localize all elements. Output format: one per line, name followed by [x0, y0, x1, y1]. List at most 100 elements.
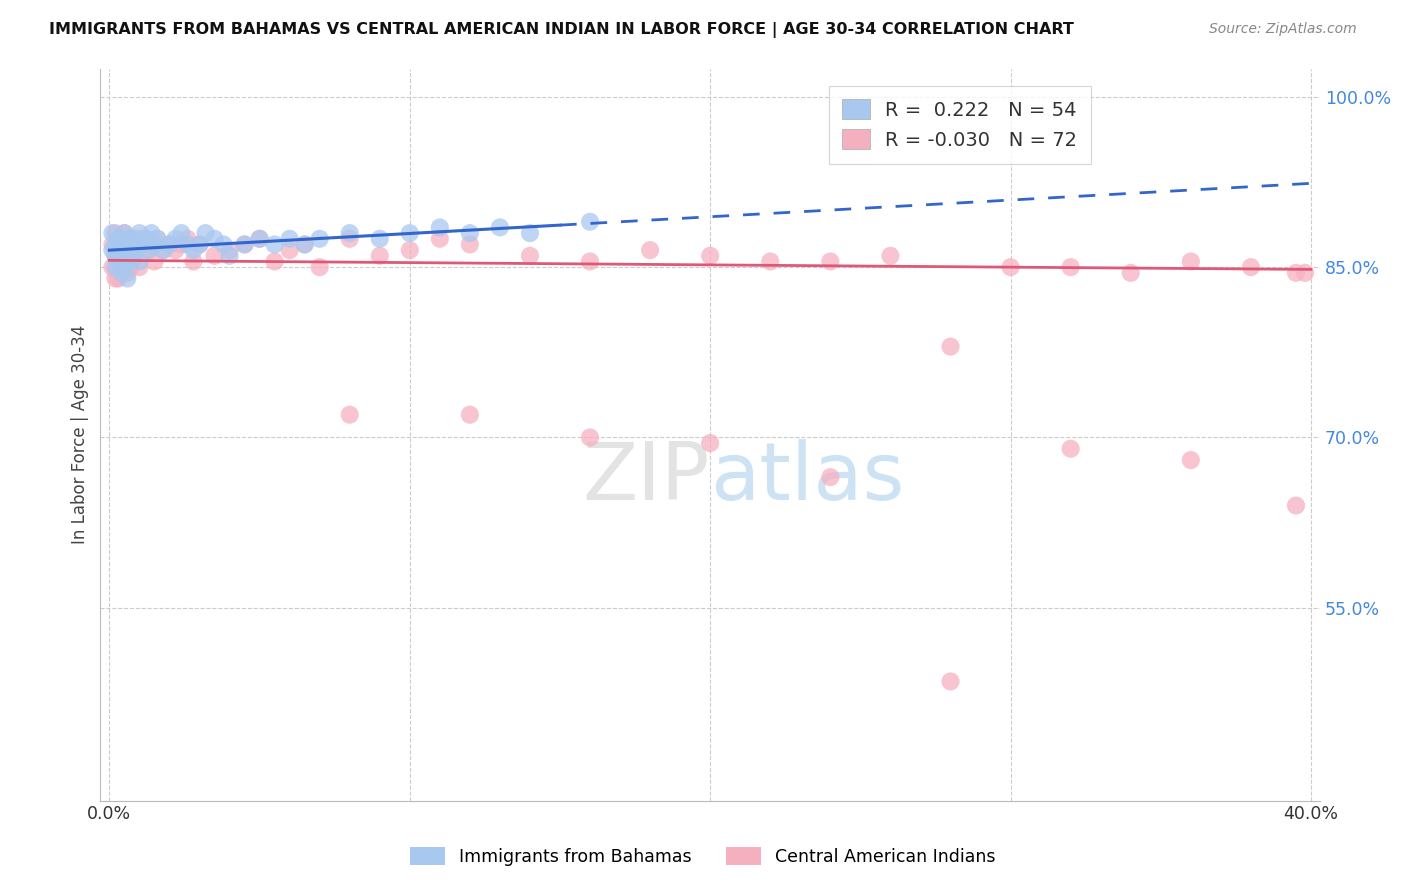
- Point: [110, 254, 132, 268]
- Point: [1119, 266, 1142, 280]
- Point: [939, 674, 962, 689]
- Point: [294, 237, 316, 252]
- Point: [176, 232, 198, 246]
- Point: [138, 243, 160, 257]
- Point: [122, 232, 145, 246]
- Point: [110, 237, 132, 252]
- Point: [489, 220, 512, 235]
- Point: [458, 237, 481, 252]
- Point: [117, 232, 139, 246]
- Point: [1000, 260, 1022, 274]
- Point: [101, 260, 124, 274]
- Point: [107, 232, 129, 246]
- Point: [141, 226, 163, 240]
- Point: [165, 243, 187, 257]
- Point: [128, 254, 150, 268]
- Point: [699, 436, 721, 450]
- Point: [159, 237, 181, 252]
- Point: [579, 254, 602, 268]
- Point: [104, 260, 127, 274]
- Point: [122, 232, 145, 246]
- Point: [1294, 266, 1316, 280]
- Point: [159, 237, 181, 252]
- Point: [165, 232, 187, 246]
- Point: [204, 232, 226, 246]
- Point: [110, 237, 132, 252]
- Point: [1285, 499, 1308, 513]
- Point: [339, 226, 361, 240]
- Point: [104, 226, 127, 240]
- Point: [398, 243, 420, 257]
- Point: [1285, 266, 1308, 280]
- Point: [249, 232, 271, 246]
- Point: [122, 251, 145, 265]
- Point: [263, 237, 285, 252]
- Point: [368, 232, 391, 246]
- Point: [194, 226, 217, 240]
- Point: [107, 251, 129, 265]
- Point: [110, 266, 132, 280]
- Point: [188, 237, 211, 252]
- Point: [101, 237, 124, 252]
- Point: [104, 271, 127, 285]
- Point: [117, 266, 139, 280]
- Point: [117, 271, 139, 285]
- Point: [120, 237, 142, 252]
- Point: [188, 237, 211, 252]
- Point: [398, 226, 420, 240]
- Point: [294, 237, 316, 252]
- Point: [339, 232, 361, 246]
- Point: [107, 271, 129, 285]
- Point: [170, 226, 193, 240]
- Text: IMMIGRANTS FROM BAHAMAS VS CENTRAL AMERICAN INDIAN IN LABOR FORCE | AGE 30-34 CO: IMMIGRANTS FROM BAHAMAS VS CENTRAL AMERI…: [49, 22, 1074, 38]
- Point: [117, 254, 139, 268]
- Text: Source: ZipAtlas.com: Source: ZipAtlas.com: [1209, 22, 1357, 37]
- Point: [125, 237, 148, 252]
- Point: [820, 470, 842, 484]
- Point: [112, 226, 135, 240]
- Point: [339, 408, 361, 422]
- Point: [122, 249, 145, 263]
- Point: [759, 254, 782, 268]
- Point: [278, 243, 301, 257]
- Point: [107, 246, 129, 260]
- Point: [368, 249, 391, 263]
- Point: [134, 232, 156, 246]
- Point: [104, 249, 127, 263]
- Point: [120, 237, 142, 252]
- Point: [152, 243, 174, 257]
- Point: [820, 254, 842, 268]
- Point: [138, 243, 160, 257]
- Point: [579, 430, 602, 444]
- Point: [101, 226, 124, 240]
- Point: [1240, 260, 1263, 274]
- Point: [104, 237, 127, 252]
- Point: [212, 237, 235, 252]
- Point: [1060, 442, 1083, 456]
- Point: [143, 237, 166, 252]
- Point: [519, 226, 541, 240]
- Point: [104, 249, 127, 263]
- Point: [128, 232, 150, 246]
- Point: [939, 340, 962, 354]
- Point: [519, 249, 541, 263]
- Point: [107, 232, 129, 246]
- Point: [699, 249, 721, 263]
- Text: ZIP: ZIP: [583, 440, 710, 517]
- Point: [101, 243, 124, 257]
- Point: [152, 243, 174, 257]
- Point: [143, 254, 166, 268]
- Point: [183, 254, 205, 268]
- Point: [183, 243, 205, 257]
- Point: [176, 237, 198, 252]
- Point: [278, 232, 301, 246]
- Point: [308, 260, 330, 274]
- Y-axis label: In Labor Force | Age 30-34: In Labor Force | Age 30-34: [72, 325, 89, 544]
- Point: [120, 260, 142, 274]
- Legend: R =  0.222   N = 54, R = -0.030   N = 72: R = 0.222 N = 54, R = -0.030 N = 72: [828, 86, 1091, 163]
- Point: [249, 232, 271, 246]
- Point: [1180, 254, 1202, 268]
- Point: [308, 232, 330, 246]
- Point: [263, 254, 285, 268]
- Point: [146, 232, 169, 246]
